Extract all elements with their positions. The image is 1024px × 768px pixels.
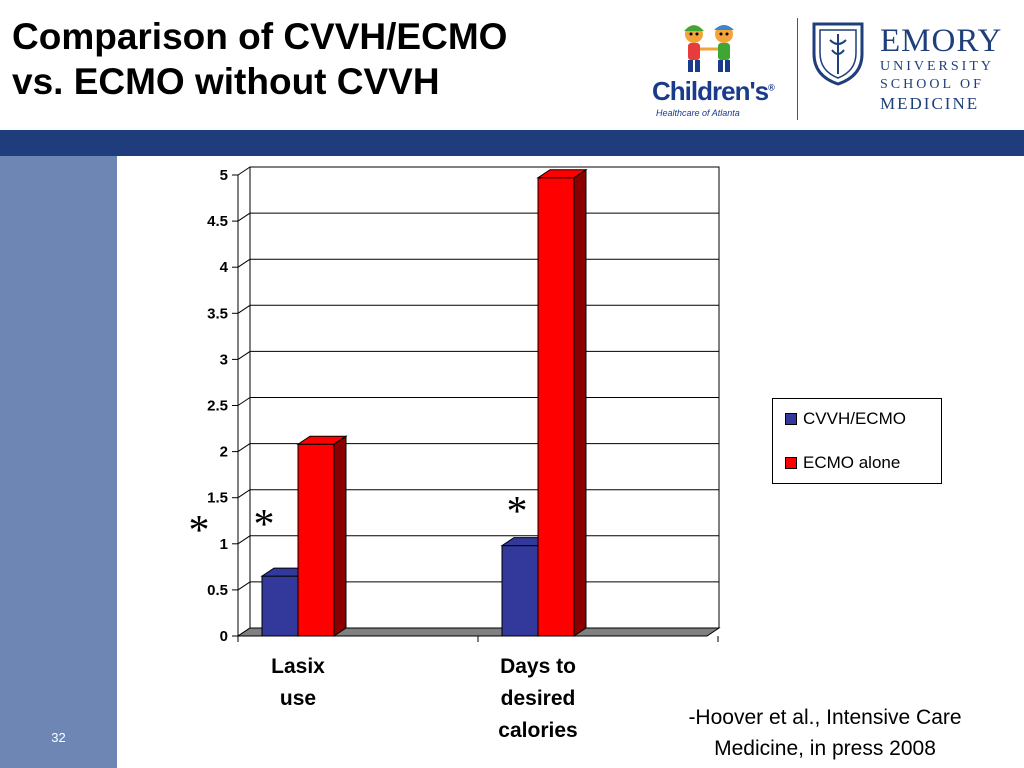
- side-bar: [0, 156, 117, 768]
- chart-legend: CVVH/ECMO ECMO alone: [772, 398, 942, 484]
- bar: [537, 177, 575, 637]
- bar: [501, 545, 539, 637]
- citation-line-1: -Hoover et al., Intensive Care: [688, 706, 962, 729]
- logo-divider: [797, 18, 798, 120]
- y-tick-label: 5: [220, 167, 228, 184]
- emory-university: UNIVERSITY: [880, 59, 994, 74]
- y-tick-connector: [237, 304, 251, 314]
- header-bar: [0, 130, 1024, 156]
- y-tick-label: 1.5: [207, 490, 228, 507]
- x-category-label: Days to: [500, 655, 576, 678]
- significance-star: *: [254, 502, 275, 548]
- x-category-label: desired: [501, 687, 576, 710]
- title-line-1: Comparison of CVVH/ECMO: [12, 16, 508, 57]
- citation: -Hoover et al., Intensive Care Medicine,…: [640, 702, 1010, 764]
- legend-swatch-ecmo-alone: [785, 457, 797, 469]
- bar-side: [333, 435, 347, 637]
- slide-number: 32: [51, 730, 66, 745]
- y-tick-connector: [237, 397, 251, 406]
- emory-shield-icon: [812, 22, 864, 86]
- emory-name: EMORY: [880, 23, 1003, 59]
- bar: [261, 575, 299, 637]
- legend-swatch-cvvh-ecmo: [785, 413, 797, 425]
- legend-item-cvvh-ecmo: CVVH/ECMO: [785, 409, 906, 429]
- y-tick-connector: [237, 581, 251, 591]
- legend-label-cvvh-ecmo: CVVH/ECMO: [803, 409, 906, 428]
- x-category-label: Lasix: [271, 655, 325, 678]
- y-tick-label: 2.5: [207, 398, 228, 415]
- significance-star: *: [189, 508, 210, 554]
- x-category-label: use: [280, 687, 316, 710]
- emory-medicine: MEDICINE: [880, 94, 980, 113]
- y-tick-connector: [237, 258, 251, 268]
- slide-title: Comparison of CVVH/ECMO vs. ECMO without…: [12, 14, 612, 104]
- y-tick-connector: [237, 535, 251, 545]
- y-tick-label: 2: [220, 444, 228, 461]
- bar: [297, 443, 335, 637]
- y-tick-connector: [237, 350, 251, 360]
- emory-school-of: SCHOOL OF: [880, 77, 984, 92]
- y-tick-label: 4: [220, 259, 229, 276]
- y-tick-label: 3.5: [207, 305, 228, 322]
- title-line-2: vs. ECMO without CVVH: [12, 61, 440, 102]
- childrens-healthcare-logo: Children's® Healthcare of Atlanta: [650, 22, 775, 122]
- y-tick-label: 1: [220, 536, 228, 553]
- legend-label-ecmo-alone: ECMO alone: [803, 453, 901, 472]
- y-tick-connector: [237, 489, 251, 499]
- childrens-logo-wordmark: Children's®: [652, 76, 775, 106]
- y-tick-label: 0: [220, 628, 228, 645]
- y-tick-label: 0.5: [207, 582, 228, 599]
- y-tick-connector: [237, 212, 251, 222]
- citation-line-2: Medicine, in press 2008: [714, 737, 936, 760]
- y-tick-label: 3: [220, 351, 228, 368]
- childrens-logo-tagline: Healthcare of Atlanta: [656, 108, 740, 118]
- emory-logo: EMORY UNIVERSITY SCHOOL OF MEDICINE: [880, 24, 1010, 114]
- bar-chart: 0 0.5 1 1.5 2 2.5 3 3.5 4 4.5 5 Lasix use Days to desi…: [189, 166, 721, 742]
- x-category-label: calories: [498, 719, 577, 742]
- legend-item-ecmo-alone: ECMO alone: [785, 453, 900, 473]
- children-figures-icon: [684, 25, 734, 72]
- bar-side: [573, 168, 587, 637]
- y-tick-label: 4.5: [207, 213, 228, 230]
- y-tick-connector: [237, 166, 251, 176]
- significance-star: *: [507, 489, 528, 535]
- y-tick-connector: [237, 443, 251, 453]
